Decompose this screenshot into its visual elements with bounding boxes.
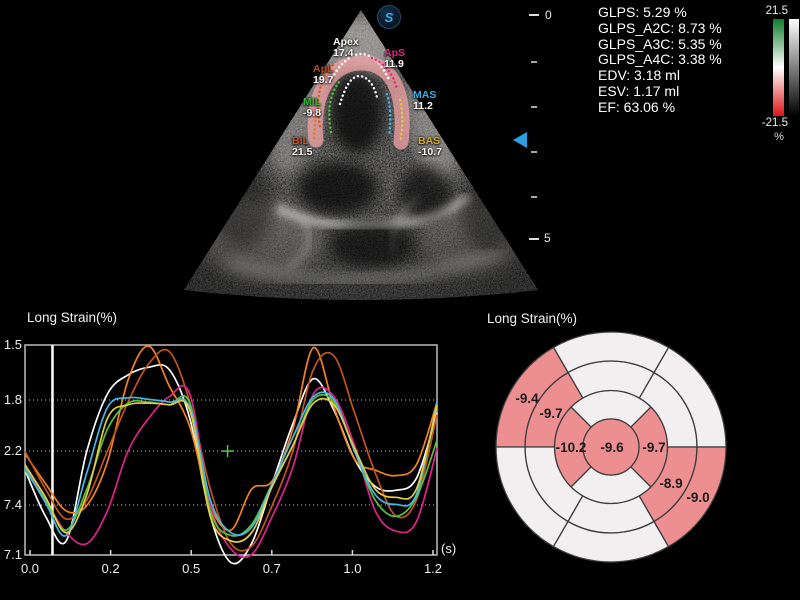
gray-colorbar bbox=[789, 19, 799, 116]
segment-label-apl: ApL 19.7 bbox=[313, 63, 334, 86]
bullseye-title: Long Strain(%) bbox=[487, 311, 578, 326]
echo-sector bbox=[184, 10, 538, 300]
x-axis-unit: (s) bbox=[441, 541, 456, 556]
measurement-glps-a2c: GLPS_A2C: 8.73 % bbox=[598, 19, 722, 36]
y-tick-label: 7.1 bbox=[4, 547, 22, 562]
bullseye-segment-basal bbox=[653, 446, 727, 548]
segment-contours bbox=[312, 52, 404, 144]
mil-contour-dots bbox=[328, 80, 341, 134]
x-tick-label: 1.0 bbox=[343, 561, 361, 576]
mas-contour-dots bbox=[385, 92, 392, 138]
apex-inner-contour-dots bbox=[338, 74, 379, 106]
segment-label-bas: BAS -10.7 bbox=[418, 135, 442, 158]
strain-chart-title: Long Strain(%) bbox=[27, 310, 118, 325]
strain-curve-BIL bbox=[24, 345, 438, 532]
colorbar-max-label: 21.5 bbox=[765, 5, 788, 17]
apex-contour-dots bbox=[328, 52, 391, 84]
depth-scale bbox=[529, 14, 539, 240]
x-tick-label: 0.2 bbox=[102, 561, 120, 576]
segment-label-bil: BIL 21.5 bbox=[292, 135, 313, 158]
logo-letter: S bbox=[384, 9, 394, 25]
bullseye-value-label: -9.0 bbox=[686, 490, 709, 505]
bil-contour-dots bbox=[312, 110, 318, 140]
measurement-glps-a4c: GLPS_A4C: 3.38 % bbox=[598, 51, 722, 68]
bullseye-value-label: -9.7 bbox=[539, 406, 562, 421]
segment-label-apex: Apex 17.4 bbox=[333, 36, 359, 59]
x-tick-label: 0.0 bbox=[21, 561, 39, 576]
strain-curve-BAS bbox=[24, 397, 438, 543]
x-tick-label: 1.2 bbox=[424, 561, 442, 576]
aps-contour-dots bbox=[370, 56, 399, 92]
segment-label-aps: ApS 11.9 bbox=[384, 47, 405, 70]
bullseye-value-label: -10.2 bbox=[556, 440, 587, 455]
apl-contour-dots bbox=[316, 62, 336, 128]
depth-label-bottom: 5 bbox=[544, 231, 551, 245]
segment-label-mil: MIL -9.8 bbox=[303, 96, 322, 119]
measurement-panel: GLPS: 5.29 % GLPS_A2C: 8.73 % GLPS_A3C: … bbox=[598, 4, 722, 116]
bullseye-value-label: -9.7 bbox=[642, 440, 665, 455]
bullseye-value-label: -9.4 bbox=[515, 391, 539, 406]
strain-curve-chart: 1.5 1.8 2.2 7.4 7.10.0 0.2 0.5 0.7 1.0 1.2 (s) bbox=[4, 337, 456, 576]
y-tick-label: 1.8 bbox=[4, 392, 22, 407]
measurement-ef: EF: 63.06 % bbox=[598, 98, 676, 115]
colorbar-min-label: -21.5 bbox=[761, 117, 788, 129]
ultrasound-image bbox=[184, 10, 539, 300]
depth-label-top: 0 bbox=[545, 8, 552, 22]
measurement-edv: EDV: 3.18 ml bbox=[598, 67, 680, 84]
x-tick-label: 0.7 bbox=[263, 561, 281, 576]
segment-label-mas: MAS 11.2 bbox=[413, 89, 437, 112]
probe-orientation-logo: S bbox=[377, 5, 401, 29]
strain-curve-Apex bbox=[24, 363, 438, 565]
y-tick-label: 1.5 bbox=[4, 337, 22, 352]
y-tick-label: 7.4 bbox=[4, 497, 22, 512]
y-tick-label: 2.2 bbox=[4, 443, 22, 458]
measurement-glps: GLPS: 5.29 % bbox=[598, 4, 687, 20]
colorbar-unit-label: % bbox=[774, 131, 784, 143]
bullseye-plot: -10.2 -9.7 -9.7 -8.9 -9.4 -9.0 -9.6 bbox=[495, 331, 727, 563]
bullseye-value-label: -8.9 bbox=[659, 476, 682, 491]
bullseye-value-label: -9.6 bbox=[600, 440, 624, 455]
strain-curve-MAS bbox=[24, 391, 438, 537]
strain-curve-ApL bbox=[24, 348, 438, 552]
strain-colorbar bbox=[773, 19, 784, 116]
measurement-glps-a3c: GLPS_A3C: 5.35 % bbox=[598, 35, 722, 52]
focus-marker-icon[interactable] bbox=[513, 132, 527, 148]
x-tick-label: 0.5 bbox=[182, 561, 200, 576]
strain-curve-ApS bbox=[24, 384, 438, 559]
bas-contour-dots bbox=[398, 98, 404, 144]
measurement-esv: ESV: 1.17 ml bbox=[598, 82, 680, 99]
strain-curve-MIL bbox=[24, 393, 438, 537]
bullseye-segment-apex bbox=[582, 418, 640, 476]
